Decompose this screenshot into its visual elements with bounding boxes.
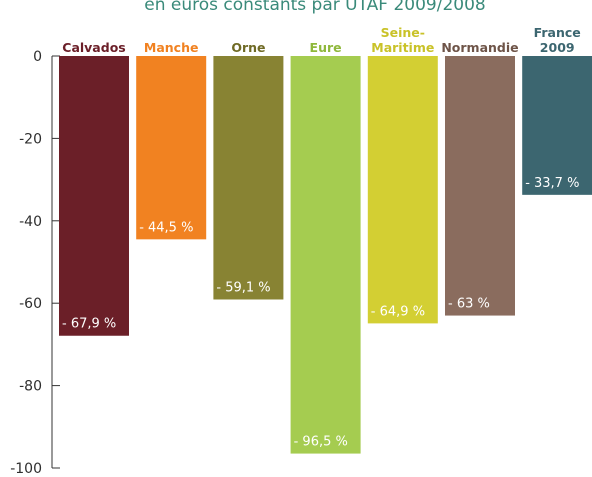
y-axis: 0 -20 -40 -60 -80 -100	[10, 49, 60, 477]
value-label: - 96,5 %	[294, 435, 348, 450]
category-label: France	[534, 25, 581, 40]
category-label: Seine-	[381, 25, 425, 40]
category-label: 2009	[540, 40, 575, 55]
chart-subtitle: en euros constants par UTAF 2009/2008	[144, 0, 486, 15]
value-label: - 64,9 %	[371, 304, 425, 319]
bar	[367, 56, 438, 324]
value-label: - 33,7 %	[525, 176, 579, 191]
bar	[445, 56, 515, 316]
y-tick-label: -60	[19, 296, 42, 312]
y-tick-label: -40	[19, 214, 42, 230]
bar	[136, 56, 207, 240]
category-label: Manche	[144, 40, 199, 55]
y-tick-label: -20	[19, 131, 42, 147]
bar	[59, 56, 129, 336]
bars-group: Calvados - 67,9 % Manche - 44,5 % Orne - 59,1…	[59, 25, 592, 454]
value-label: - 59,1 %	[216, 280, 270, 295]
y-tick-label: 0	[33, 49, 42, 65]
bar	[522, 56, 592, 195]
value-label: - 44,5 %	[139, 220, 193, 235]
category-label: Maritime	[371, 40, 434, 55]
y-tick-label: -80	[19, 379, 42, 395]
category-label: Normandie	[441, 40, 518, 55]
value-label: - 63 %	[448, 297, 490, 312]
category-label: Orne	[231, 40, 265, 55]
category-label: Calvados	[62, 40, 125, 55]
category-label: Eure	[310, 40, 342, 55]
y-tick-label: -100	[10, 461, 42, 477]
value-label: - 67,9 %	[62, 317, 116, 332]
bar	[213, 56, 284, 300]
bar	[290, 56, 361, 454]
